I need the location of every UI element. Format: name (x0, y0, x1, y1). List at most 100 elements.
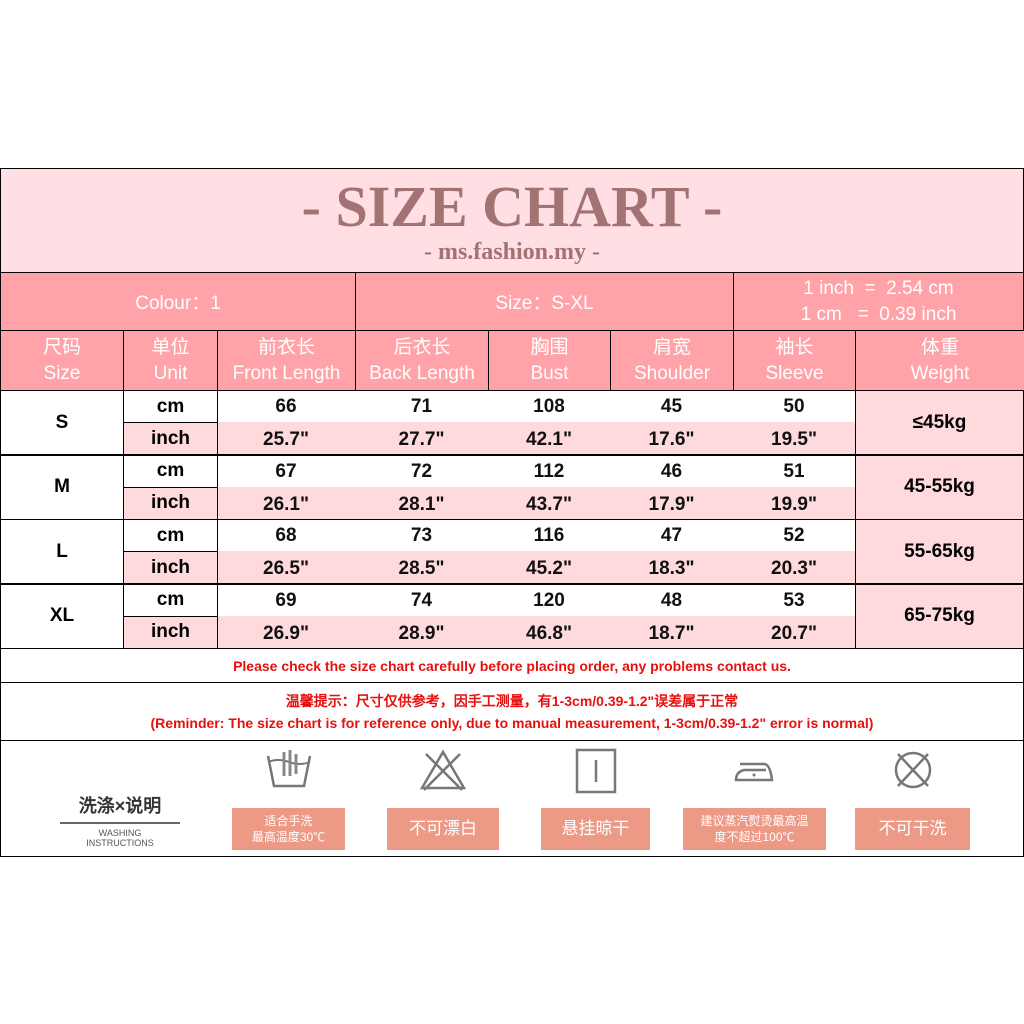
header-en: Size (43, 362, 81, 384)
column-header: 袖长 Sleeve (733, 330, 856, 391)
inch-value: 20.7" (771, 622, 817, 644)
cm-value: 50 (783, 396, 805, 417)
wash-label-line2: 最高温度30℃ (251, 830, 326, 844)
size-info: Size：S-XL (355, 272, 734, 331)
unit-cm: cm (123, 583, 218, 617)
inch-value: 27.7" (398, 429, 445, 450)
washing-title-zh: 洗涤×说明 (60, 792, 180, 824)
header-zh: 肩宽 (652, 336, 691, 358)
cm-value: 72 (410, 460, 433, 482)
inch-value: 17.9" (648, 493, 695, 515)
inch-value: 28.1" (398, 493, 445, 515)
wash-label-line1: 不可漂白 (409, 819, 477, 838)
inch-row-bg (218, 615, 855, 648)
inch-value: 26.9" (263, 622, 309, 644)
conversion-info: 1 inch = 2.54 cm 1 cm = 0.39 inch (733, 272, 1024, 331)
hand-wash-icon (266, 750, 311, 788)
inch-value: 28.9" (398, 622, 445, 644)
weight-cell: 55-65kg (855, 519, 1024, 584)
cm-value: 71 (410, 396, 433, 417)
header-zh: 袖长 (775, 336, 814, 358)
header-en: Shoulder (633, 362, 711, 384)
cm-value: 52 (783, 525, 805, 546)
conversion-cm: 1 cm = 0.39 inch (800, 303, 957, 325)
cm-value: 120 (533, 589, 565, 611)
header-zh: 胸围 (530, 336, 569, 358)
reminder-zh: 温馨提示：尺寸仅供参考，因手工测量，有1-3cm/0.39-1.2"误差属于正常 (285, 692, 739, 709)
inch-value: 19.9" (771, 493, 817, 515)
cm-value: 45 (660, 396, 683, 417)
inch-row-bg (218, 486, 855, 519)
title-banner: - SIZE CHART - - ms.fashion.my - (0, 168, 1024, 273)
cm-value: 53 (783, 589, 805, 611)
unit-inch: inch (123, 551, 218, 584)
wash-label-line1: 悬挂晾干 (561, 819, 630, 838)
inch-value: 17.6" (648, 429, 695, 450)
unit-inch: inch (123, 615, 218, 649)
size-cell: L (0, 519, 124, 584)
inch-value: 46.8" (526, 622, 572, 644)
washing-title-en: WASHING (98, 828, 142, 838)
colour-info: Colour：1 (0, 272, 356, 331)
header-en: Back Length (369, 362, 475, 384)
header-zh: 体重 (920, 336, 959, 358)
reminder: 温馨提示：尺寸仅供参考，因手工测量，有1-3cm/0.39-1.2"误差属于正常… (0, 682, 1024, 741)
wash-label: 悬挂晾干 (541, 808, 650, 850)
wash-label: 建议蒸汽熨烫最高温 度不超过100℃ (683, 808, 826, 850)
column-header: 尺码 Size (0, 330, 124, 391)
notice-text: Please check the size chart carefully be… (0, 648, 1024, 683)
column-header: 胸围 Bust (488, 330, 611, 391)
inch-value: 42.1" (526, 429, 572, 450)
reminder-en: (Reminder: The size chart is for referen… (150, 714, 874, 731)
wash-label-line1: 不可干洗 (878, 819, 947, 838)
cm-value: 74 (410, 589, 433, 611)
hang-dry-icon (575, 748, 616, 794)
brand-subtitle: - ms.fashion.my - (423, 239, 600, 265)
cm-value: 51 (783, 460, 805, 482)
weight-cell: 45-55kg (855, 454, 1024, 520)
cm-value: 108 (533, 396, 565, 417)
header-zh: 后衣长 (393, 336, 451, 358)
no-bleach-icon (419, 749, 467, 791)
cm-value: 66 (275, 396, 297, 417)
cm-value: 69 (275, 589, 297, 611)
column-header: 肩宽 Shoulder (610, 330, 734, 391)
column-header: 后衣长 Back Length (355, 330, 489, 391)
inch-value: 18.7" (648, 622, 695, 644)
unit-inch: inch (123, 486, 218, 520)
inch-value: 26.1" (263, 493, 309, 515)
weight-cell: 65-75kg (855, 583, 1024, 649)
cm-value: 68 (275, 525, 297, 546)
cm-value: 73 (410, 525, 433, 546)
inch-value: 18.3" (648, 558, 695, 579)
cm-value: 46 (660, 460, 683, 482)
iron-icon (734, 762, 773, 782)
inch-value: 19.5" (771, 429, 817, 450)
inch-value: 28.5" (398, 558, 445, 579)
inch-value: 25.7" (263, 429, 309, 450)
wash-label-line1: 建议蒸汽熨烫最高温 (700, 814, 809, 828)
size-cell: XL (0, 583, 124, 649)
cm-value: 112 (533, 460, 565, 482)
cm-value: 47 (660, 525, 683, 546)
header-zh: 前衣长 (257, 336, 315, 358)
header-en: Front Length (232, 362, 341, 384)
wash-label: 不可漂白 (387, 808, 499, 850)
header-zh: 单位 (151, 336, 190, 358)
washing-title-en2: INSTRUCTIONS (86, 838, 154, 848)
inch-row-bg (218, 551, 855, 583)
inch-value: 43.7" (526, 493, 572, 515)
header-en: Weight (910, 362, 970, 384)
inch-value: 26.5" (263, 558, 309, 579)
washing-title: 洗涤×说明 WASHING INSTRUCTIONS (60, 792, 180, 848)
wash-label: 不可干洗 (855, 808, 970, 850)
header-en: Sleeve (765, 362, 824, 384)
page-title: - SIZE CHART - (301, 174, 723, 239)
cm-value: 48 (660, 589, 683, 611)
inch-value: 20.3" (771, 558, 817, 579)
inch-row-bg (218, 422, 855, 454)
column-header: 单位 Unit (123, 330, 218, 391)
wash-label-line2: 度不超过100℃ (714, 830, 795, 844)
weight-cell: ≤45kg (855, 390, 1024, 455)
unit-inch: inch (123, 422, 218, 455)
